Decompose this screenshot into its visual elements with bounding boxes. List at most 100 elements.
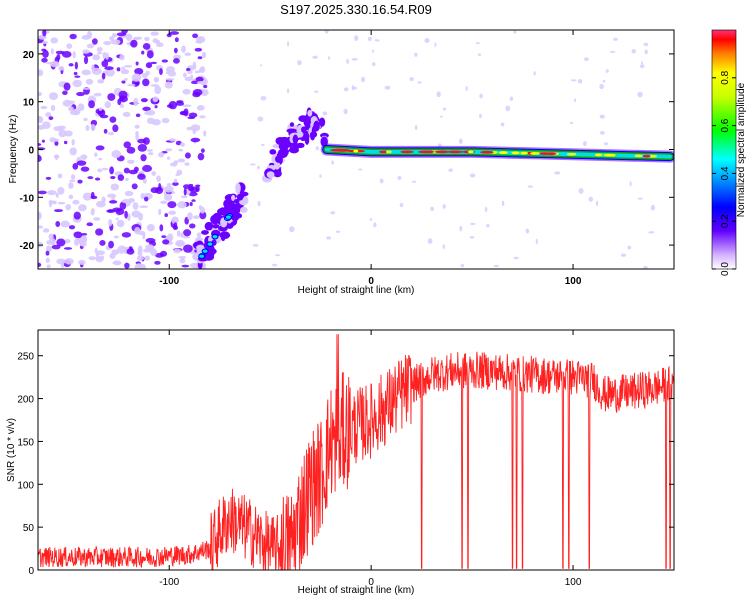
branch-blob (240, 191, 249, 197)
noise-speckle (96, 200, 106, 208)
noise-speckle (72, 199, 80, 205)
noise-speckle (50, 37, 59, 44)
noise-speckle (87, 176, 94, 180)
noise-speckle (192, 61, 197, 70)
noise-speckle (122, 200, 128, 204)
noise-speckle (95, 250, 105, 256)
noise-speckle (639, 64, 645, 69)
branch-blob (311, 113, 317, 118)
snr-frame (37, 329, 675, 571)
noise-speckle (80, 233, 88, 236)
noise-speckle (120, 69, 130, 75)
noise-speckle (107, 93, 116, 101)
noise-speckle (169, 31, 180, 35)
noise-speckle (110, 39, 121, 45)
noise-speckle (140, 192, 145, 200)
branch-hotspot (224, 214, 232, 220)
colorbar-ticks: 0.0 0.2 0.4 0.6 0.8 (712, 70, 736, 276)
noise-speckle (82, 192, 93, 201)
noise-speckle (142, 106, 151, 112)
snr-panel: -100 0 100 0 50 100 150 200 250 Height of strai… (6, 329, 675, 596)
noise-speckle (257, 116, 264, 122)
noise-speckle (442, 244, 445, 250)
noise-speckle (56, 258, 66, 265)
noise-speckle (599, 83, 604, 90)
noise-speckle (42, 40, 48, 44)
noise-speckle (96, 46, 103, 52)
noise-speckle (50, 48, 54, 55)
noise-speckle (260, 95, 267, 101)
noise-speckle (184, 52, 192, 56)
noise-speckle (105, 52, 109, 60)
noise-speckle (194, 70, 200, 74)
noise-speckle (199, 211, 207, 220)
noise-speckle (95, 145, 105, 151)
noise-speckle (166, 183, 172, 187)
noise-speckle (173, 160, 179, 165)
branch-blob (292, 134, 299, 145)
noise-speckle (72, 162, 79, 170)
noise-speckle (83, 117, 88, 122)
noise-speckle (469, 222, 476, 226)
noise-speckle (65, 203, 72, 211)
noise-speckle (373, 222, 377, 228)
noise-speckle (127, 213, 131, 222)
noise-speckle (134, 226, 141, 235)
noise-speckle (424, 37, 430, 43)
noise-speckle (45, 112, 52, 118)
noise-speckle (116, 219, 125, 228)
spectrogram-x-ticks: -100 0 100 (159, 30, 582, 287)
noise-speckle (91, 64, 95, 71)
noise-speckle (613, 37, 618, 42)
branch-blob (296, 142, 305, 149)
noise-speckle (77, 179, 83, 184)
noise-speckle (116, 32, 127, 37)
branch-blob (212, 223, 220, 229)
spectrogram-x-tick-label: 100 (565, 276, 582, 287)
noise-speckle (178, 148, 184, 152)
noise-speckle (150, 187, 159, 194)
signal-hotspot (386, 150, 391, 154)
noise-speckle (85, 124, 90, 131)
noise-speckle (134, 124, 140, 129)
noise-speckle (55, 50, 65, 55)
noise-speckle (55, 192, 59, 198)
noise-speckle (190, 80, 199, 85)
colorbar-tick-label: 0.4 (720, 166, 731, 180)
spectrogram-y-tick-label: 10 (23, 98, 35, 109)
noise-speckle (86, 43, 95, 49)
noise-speckle (63, 140, 68, 145)
noise-speckle (505, 105, 511, 112)
noise-speckle (577, 78, 583, 84)
noise-speckle (156, 175, 161, 182)
noise-speckle (319, 174, 322, 178)
noise-speckle (48, 200, 57, 204)
noise-speckle (56, 238, 66, 247)
noise-speckle (90, 208, 95, 216)
spectrogram-x-tick-label: 0 (368, 276, 374, 287)
noise-speckle (140, 154, 147, 162)
noise-speckle (81, 69, 92, 76)
noise-speckle (124, 262, 130, 269)
noise-speckle (479, 93, 483, 99)
noise-speckle (144, 255, 151, 261)
signal-hotspot (353, 149, 359, 153)
snr-x-tick-label: 100 (565, 577, 582, 588)
noise-speckle (648, 231, 655, 234)
noise-speckle (95, 228, 104, 236)
branch-blob (266, 171, 275, 179)
noise-speckle (158, 208, 162, 216)
noise-speckle (64, 258, 74, 265)
noise-speckle (141, 72, 148, 78)
noise-speckle (440, 115, 443, 118)
noise-speckle (121, 66, 126, 70)
noise-speckle (533, 71, 536, 76)
spectrogram-y-tick-label: 0 (28, 146, 34, 157)
noise-speckle (154, 260, 161, 265)
noise-speckle (38, 143, 42, 146)
noise-speckle (164, 193, 173, 202)
noise-speckle (108, 240, 115, 249)
noise-speckle (182, 72, 187, 78)
noise-speckle (123, 167, 130, 174)
noise-speckle (199, 66, 206, 73)
